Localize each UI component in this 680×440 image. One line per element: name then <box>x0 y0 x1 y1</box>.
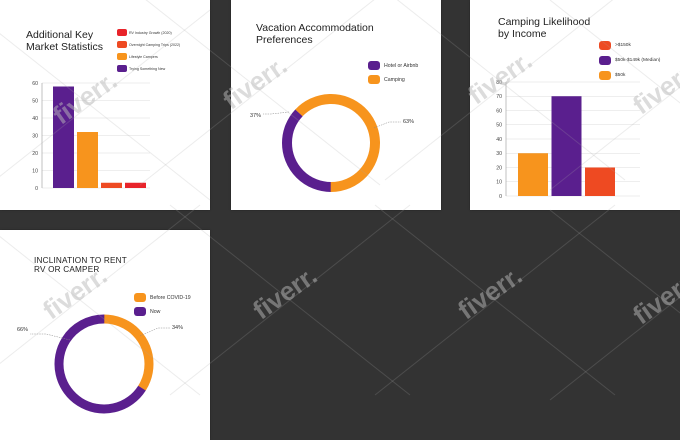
bar <box>101 182 122 188</box>
accommodation-preferences-chart: 37% 63% <box>250 94 414 192</box>
watermark-stripe <box>374 204 616 396</box>
y-tick-label: 10 <box>496 180 502 186</box>
legend-label: >$150k <box>615 43 631 48</box>
y-tick-label: 20 <box>32 151 38 157</box>
y-tick-label: 30 <box>32 133 38 139</box>
legend-swatch <box>117 53 127 60</box>
accommodation-preferences-title: Vacation Accommodation Preferences <box>256 22 374 46</box>
watermark-text: fiverr. <box>452 260 527 325</box>
data-label: 63% <box>403 119 414 125</box>
data-label: 66% <box>17 327 28 333</box>
accommodation-preferences-panel: 37% 63% Vacation Accommodation Preference… <box>231 0 441 210</box>
data-label: 34% <box>172 325 183 331</box>
y-tick-label: 60 <box>32 81 38 87</box>
legend-swatch <box>368 75 380 84</box>
legend-label: Hotel or Airbnb <box>384 63 419 69</box>
camping-by-income-chart: 0 10 20 30 40 50 60 70 80 <box>496 80 640 200</box>
y-tick-label: 30 <box>496 151 502 157</box>
legend-swatch <box>134 307 146 316</box>
y-tick-label: 50 <box>496 123 502 129</box>
bar <box>125 182 146 188</box>
market-statistics-chart: 0 10 20 30 40 50 60 <box>32 81 150 192</box>
y-tick-label: 50 <box>32 98 38 104</box>
y-tick-label: 80 <box>496 80 502 86</box>
legend-swatch <box>134 293 146 302</box>
legend-label: Overnight Camping Trips (2022) <box>129 42 181 47</box>
y-tick-label: 20 <box>496 165 502 171</box>
leader-line <box>373 121 401 129</box>
y-tick-label: 0 <box>499 194 502 200</box>
bar <box>518 153 548 196</box>
legend-swatch <box>599 41 611 50</box>
y-tick-label: 10 <box>32 168 38 174</box>
y-tick-label: 70 <box>496 94 502 100</box>
legend-label: $50k <box>615 73 626 78</box>
y-tick-label: 0 <box>35 186 38 192</box>
rv-rental-inclination-title: INCLINATION TO RENT RV OR CAMPER <box>34 256 127 275</box>
donut-slice <box>54 314 154 414</box>
camping-by-income-title: Camping Likelihood by Income <box>498 16 591 40</box>
legend-label: Before COVID-19 <box>150 295 191 301</box>
legend-label: Lifestyle Campers <box>129 54 158 59</box>
bar <box>585 167 615 196</box>
legend-label: Trying Something New <box>129 66 166 71</box>
legend-swatch <box>117 41 127 48</box>
y-tick-label: 60 <box>496 108 502 114</box>
leader-line <box>139 327 170 337</box>
rv-rental-inclination-chart: 34% 66% <box>17 314 183 414</box>
y-tick-label: 40 <box>496 137 502 143</box>
watermark-stripe <box>374 204 616 396</box>
rv-rental-inclination-panel: 34% 66% INCLINATION TO RENT RV OR CAMPER … <box>0 230 210 440</box>
legend-swatch <box>599 56 611 65</box>
leader-line <box>30 333 71 341</box>
legend-label: Now <box>150 309 161 315</box>
legend-label: $50k-$149k (Median) <box>615 58 661 63</box>
watermark-stripe <box>549 296 680 401</box>
legend-label: Camping <box>384 77 405 83</box>
watermark-text: fiverr. <box>247 260 322 325</box>
watermark-text: fiverr. <box>627 265 680 330</box>
y-tick-label: 40 <box>32 116 38 122</box>
legend-label: RV Industry Growth (2020) <box>129 30 172 35</box>
bar <box>77 132 98 188</box>
watermark-stripe <box>549 209 680 314</box>
legend-swatch <box>117 65 127 72</box>
market-statistics-title: Additional Key Market Statistics <box>26 29 104 53</box>
legend-swatch <box>368 61 380 70</box>
camping-by-income-panel: 0 10 20 30 40 50 60 70 80 Camping Likelihood by … <box>470 0 680 210</box>
data-label: 37% <box>250 113 261 119</box>
bar <box>53 86 74 188</box>
bar <box>551 96 582 196</box>
legend-swatch <box>117 29 127 36</box>
market-statistics-panel: 0 10 20 30 40 50 60 Additional Key Market Stat… <box>0 0 210 210</box>
donut-slice <box>282 94 380 192</box>
legend-swatch <box>599 71 611 80</box>
leader-line <box>263 111 290 115</box>
